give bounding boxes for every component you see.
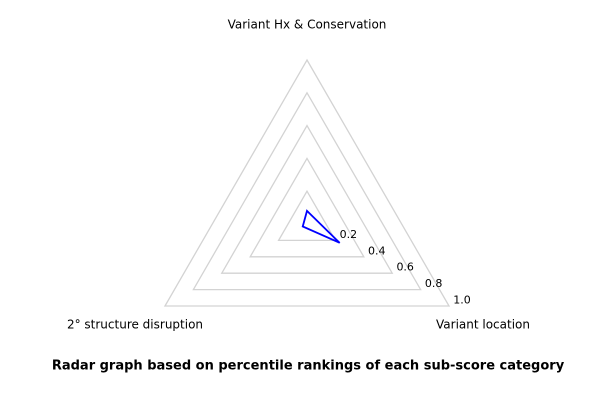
- grid-ring: [163, 58, 451, 307]
- grid-ring: [220, 124, 394, 274]
- data-polygon: [301, 209, 341, 244]
- r-tick-label: 0.4: [368, 244, 386, 257]
- grid-ring: [277, 189, 337, 242]
- figure-caption: Radar graph based on percentile rankings…: [51, 358, 565, 374]
- axis-label-variant-hx-conservation: Variant Hx & Conservation: [227, 17, 387, 32]
- grid-ring: [192, 91, 422, 291]
- r-tick-label: 0.2: [340, 228, 358, 241]
- r-tick-label: 0.8: [425, 277, 443, 290]
- axis-label-structure-disruption: 2° structure disruption: [66, 317, 204, 332]
- axis-label-variant-location: Variant location: [436, 317, 530, 332]
- r-tick-label: 0.6: [396, 261, 414, 274]
- grid-ring: [249, 157, 365, 258]
- r-tick-label: 1.0: [453, 294, 471, 307]
